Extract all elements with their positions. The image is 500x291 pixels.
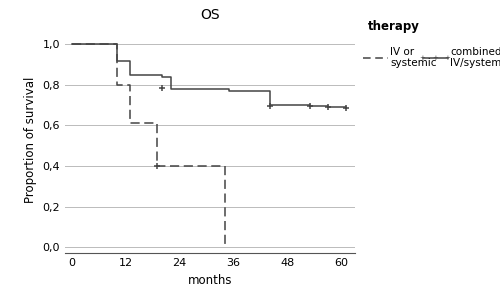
- Text: +: +: [432, 55, 438, 61]
- Text: +: +: [444, 55, 450, 61]
- X-axis label: months: months: [188, 274, 232, 287]
- Text: +: +: [420, 55, 426, 61]
- Y-axis label: Proportion of survival: Proportion of survival: [24, 77, 37, 203]
- Text: IV or
systemic: IV or systemic: [390, 47, 436, 68]
- Text: therapy: therapy: [368, 20, 420, 33]
- Text: combined
IV/systemic: combined IV/systemic: [450, 47, 500, 68]
- Title: OS: OS: [200, 8, 220, 22]
